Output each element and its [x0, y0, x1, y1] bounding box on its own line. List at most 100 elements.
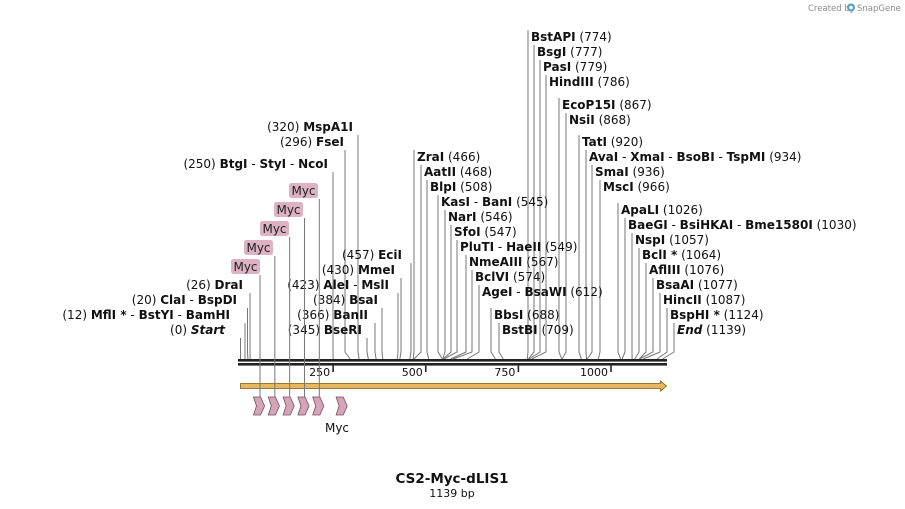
cut-site-pasi[interactable]: PasI (779): [543, 60, 607, 74]
myc-tag-label: Myc: [260, 221, 289, 236]
cut-site-position: (384): [313, 293, 345, 307]
cut-site-bsaai[interactable]: BsaAI (1077): [656, 278, 738, 292]
cut-site-mspa1i[interactable]: (320) MspA1I: [267, 120, 353, 134]
cut-site-label: BclI * (1064): [642, 248, 721, 262]
enzyme-name: ClaI: [160, 293, 185, 307]
enzyme-name: EciI: [378, 248, 402, 262]
cut-site-bstapi[interactable]: BstAPI (774): [531, 30, 612, 44]
cut-site-position: (466): [444, 150, 480, 164]
cut-site-bsgi[interactable]: BsgI (777): [537, 45, 602, 59]
cut-site-clai[interactable]: (20) ClaI - BspDI: [132, 293, 237, 307]
cut-site-fsei[interactable]: (296) FseI: [280, 135, 344, 149]
enzyme-name: SmaI: [595, 165, 629, 179]
axis-tick-label: 750: [494, 366, 515, 379]
cut-site-leader: [528, 60, 541, 360]
cut-site-position: (867): [616, 98, 652, 112]
axis-tick-250: 250: [309, 365, 334, 379]
enzyme-name: BclI *: [642, 248, 678, 262]
cut-site-bbsi[interactable]: BbsI (688): [494, 308, 559, 322]
cut-site-ecii[interactable]: (457) EciI: [342, 248, 402, 262]
cut-site-nspi[interactable]: NspI (1057): [635, 233, 709, 247]
cut-site-position: (1064): [677, 248, 721, 262]
cut-site-position: (12): [62, 308, 87, 322]
enzyme-name: XmaI: [630, 150, 664, 164]
cut-site-leader: [409, 263, 412, 360]
cut-site-alei[interactable]: (423) AleI - MslI: [287, 278, 389, 292]
cut-site-label: HindIII (786): [549, 75, 630, 89]
enzyme-name: BanII: [333, 308, 368, 322]
cut-site-nsii[interactable]: NsiI (868): [569, 113, 631, 127]
cut-site-blpi[interactable]: BlpI (508): [430, 180, 492, 194]
enzyme-name: BsaAI: [656, 278, 694, 292]
map-title: CS2-Myc-dLIS1: [395, 471, 508, 487]
cut-site-label: PasI (779): [543, 60, 607, 74]
cut-site-mmei[interactable]: (430) MmeI: [322, 263, 395, 277]
cut-site-banii[interactable]: (366) BanII: [297, 308, 368, 322]
enzyme-name: BsgI: [537, 45, 566, 59]
cut-site-baegi[interactable]: BaeGI - BsiHKAI - Bme1580I (1030): [628, 218, 857, 232]
cut-site-kasi[interactable]: KasI - BanI (545): [441, 195, 548, 209]
cut-site-label: (423) AleI - MslI: [287, 278, 389, 292]
snapgene-logo-icon: [847, 3, 855, 12]
cut-site-bsphi[interactable]: BspHI * (1124): [670, 308, 764, 322]
cut-site-agei[interactable]: AgeI - BsaWI (612): [482, 285, 603, 299]
myc-feature[interactable]: Myc: [289, 183, 325, 416]
cut-site-leader: [597, 180, 601, 360]
cut-site-bclvi[interactable]: BclVI (574): [475, 270, 545, 284]
cut-site-bseri[interactable]: (345) BseRI: [288, 323, 362, 337]
orf-arrow: [240, 380, 668, 392]
backbone-strand-bottom: [238, 363, 667, 366]
credit-text: Created by: [808, 4, 855, 14]
cut-site-label: AatII (468): [424, 165, 492, 179]
enzyme-name: EcoP15I: [562, 98, 616, 112]
cut-site-apali[interactable]: ApaLI (1026): [621, 203, 703, 217]
cut-site-mfli[interactable]: (12) MflI * - BstYI - BamHI: [62, 308, 230, 322]
enzyme-name: BclVI: [475, 270, 509, 284]
myc-tag-background: [289, 183, 318, 198]
cut-site-sfoi[interactable]: SfoI (547): [454, 225, 517, 239]
cut-site-start[interactable]: (0) Start: [170, 323, 226, 337]
enzyme-name: ApaLI: [621, 203, 659, 217]
cut-site-end[interactable]: End (1139): [677, 323, 746, 337]
cut-site-leader: [443, 240, 458, 360]
cut-site-nari[interactable]: NarI (546): [448, 210, 513, 224]
cut-site-label: NmeAIII (567): [469, 255, 558, 269]
cut-site-label: BlpI (508): [430, 180, 492, 194]
cut-site-label: (430) MmeI: [322, 263, 395, 277]
cut-site-zrai[interactable]: ZraI (466): [417, 150, 480, 164]
cut-site-bcli[interactable]: BclI * (1064): [642, 248, 721, 262]
cut-site-leader: [558, 98, 563, 360]
myc-feature[interactable]: Myc: [274, 202, 310, 416]
cut-site-afliii[interactable]: AflIII (1076): [649, 263, 724, 277]
cut-site-leader: [526, 30, 529, 360]
myc-tag-background: [231, 259, 260, 274]
cut-site-smai[interactable]: SmaI (936): [595, 165, 665, 179]
cut-site-aatii[interactable]: AatII (468): [424, 165, 492, 179]
cut-site-hincii[interactable]: HincII (1087): [663, 293, 745, 307]
myc-feature[interactable]: Myc: [260, 221, 295, 416]
cut-site-drai[interactable]: (26) DraI: [186, 278, 243, 292]
cut-site-bstbi[interactable]: BstBI (709): [502, 323, 574, 337]
cut-site-leader: [662, 323, 675, 360]
cut-site-label: (296) FseI: [280, 135, 344, 149]
myc-feature-label: Myc: [325, 421, 349, 435]
cut-site-position: (774): [576, 30, 612, 44]
cut-site-position: (430): [322, 263, 354, 277]
cut-site-nmeaiii[interactable]: NmeAIII (567): [469, 255, 558, 269]
cut-site-avai[interactable]: AvaI - XmaI - BsoBI - TspMI (934): [589, 150, 801, 164]
cut-site-pluti[interactable]: PluTI - HaeII (549): [460, 240, 577, 254]
cut-site-label: SfoI (547): [454, 225, 517, 239]
myc-feature[interactable]: [335, 396, 348, 416]
cut-site-msci[interactable]: MscI (966): [603, 180, 670, 194]
cut-site-tati[interactable]: TatI (920): [582, 135, 643, 149]
enzyme-name: AvaI: [589, 150, 618, 164]
cut-site-leader: [656, 308, 668, 360]
orf-feature: [240, 380, 668, 392]
cut-site-hindiii[interactable]: HindIII (786): [549, 75, 630, 89]
cut-site-ecop15i[interactable]: EcoP15I (867): [562, 98, 652, 112]
cut-site-btgi[interactable]: (250) BtgI - StyI - NcoI: [183, 157, 328, 171]
myc-feature[interactable]: Myc: [231, 259, 266, 416]
cut-site-bsai[interactable]: (384) BsaI: [313, 293, 378, 307]
myc-feature[interactable]: Myc: [244, 240, 280, 416]
enzyme-name: PasI: [543, 60, 571, 74]
